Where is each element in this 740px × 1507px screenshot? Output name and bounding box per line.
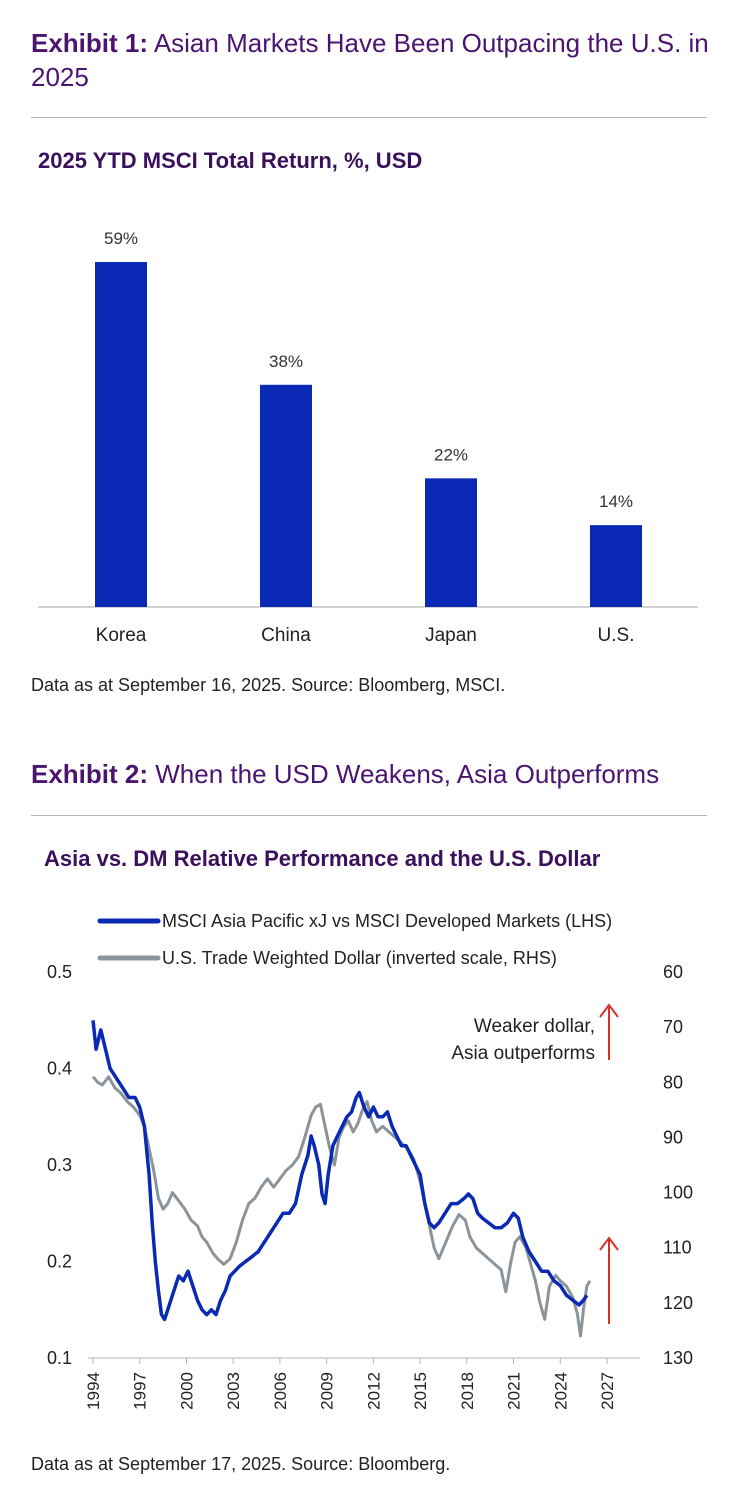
x-tick-label: 2006: [271, 1372, 290, 1410]
exhibit-2-title: Exhibit 2: When the USD Weakens, Asia Ou…: [31, 757, 721, 791]
category-label: Korea: [96, 625, 147, 646]
exhibit-1-divider: [31, 117, 707, 118]
y-right-tick-label: 90: [663, 1127, 683, 1147]
x-tick-label: 2018: [458, 1372, 477, 1410]
legend-label-asia: MSCI Asia Pacific xJ vs MSCI Developed M…: [162, 911, 612, 931]
x-tick-label: 2027: [598, 1372, 617, 1410]
asia-series-line: [91, 1020, 589, 1322]
exhibit-2-label: Exhibit 2:: [31, 759, 149, 789]
y-left-tick-label: 0.4: [47, 1059, 72, 1079]
arrow-head: [599, 1236, 619, 1251]
y-left-tick-label: 0.5: [47, 962, 72, 982]
y-right-tick-label: 60: [663, 962, 683, 982]
y-left-tick-label: 0.3: [47, 1155, 72, 1175]
exhibit-2-heading: When the USD Weakens, Asia Outperforms: [155, 759, 660, 789]
bar-us: [590, 525, 642, 607]
bar-chart-title: 2025 YTD MSCI Total Return, %, USD: [38, 148, 423, 173]
data-label: 59%: [104, 229, 138, 248]
y-right-tick-label: 120: [663, 1293, 693, 1313]
y-right-tick-label: 130: [663, 1348, 693, 1368]
arrow-head: [599, 1003, 619, 1018]
exhibit-1-title: Exhibit 1: Asian Markets Have Been Outpa…: [31, 26, 721, 94]
exhibit-2-source: Data as at September 17, 2025. Source: B…: [31, 1454, 451, 1474]
up-arrow-chart: [599, 1236, 619, 1324]
x-tick-label: 2021: [505, 1372, 524, 1410]
x-tick-label: 2024: [551, 1372, 570, 1410]
y-right-tick-label: 70: [663, 1017, 683, 1037]
annotation-line-2: Asia outperforms: [451, 1043, 595, 1064]
exhibit-1-label: Exhibit 1:: [31, 28, 149, 58]
exhibit-2-divider: [31, 815, 707, 816]
x-tick-label: 2003: [224, 1372, 243, 1410]
x-tick-label: 2009: [318, 1372, 337, 1410]
x-tick-label: 2012: [364, 1372, 383, 1410]
up-arrow-annotation: [599, 1003, 619, 1060]
x-tick-label: 2000: [177, 1372, 196, 1410]
x-tick-label: 1994: [84, 1372, 103, 1410]
annotation-line-1: Weaker dollar,: [474, 1016, 595, 1037]
data-label: 38%: [269, 352, 303, 371]
exhibit-1-source: Data as at September 16, 2025. Source: B…: [31, 675, 506, 695]
data-label: 14%: [599, 492, 633, 511]
y-left-tick-label: 0.1: [47, 1348, 72, 1368]
category-label: Japan: [425, 625, 477, 646]
exhibit-1-heading: Asian Markets Have Been Outpacing the U.…: [31, 28, 709, 92]
bar-korea: [95, 262, 147, 607]
data-label: 22%: [434, 445, 468, 464]
usd-series-line: [91, 1075, 592, 1338]
line-chart-title: Asia vs. DM Relative Performance and the…: [44, 846, 601, 871]
category-label: China: [261, 625, 311, 646]
line-chart: 1994 1997 2000 2003 2006 2009 2012 2015 2018 2021…: [47, 911, 693, 1410]
y-right-tick-label: 110: [663, 1238, 692, 1258]
y-right-tick-label: 80: [663, 1072, 683, 1092]
bar-china: [260, 384, 312, 607]
bar-chart: 59% Korea 38% China 22% Japan 14% U.S.: [38, 229, 698, 646]
bar-japan: [425, 478, 477, 607]
y-right-tick-label: 100: [663, 1183, 693, 1203]
category-label: U.S.: [598, 625, 635, 646]
x-tick-label: 1997: [131, 1372, 150, 1410]
y-left-tick-label: 0.2: [47, 1252, 72, 1272]
x-tick-label: 2015: [411, 1372, 430, 1410]
legend-label-usd: U.S. Trade Weighted Dollar (inverted sca…: [162, 948, 557, 968]
